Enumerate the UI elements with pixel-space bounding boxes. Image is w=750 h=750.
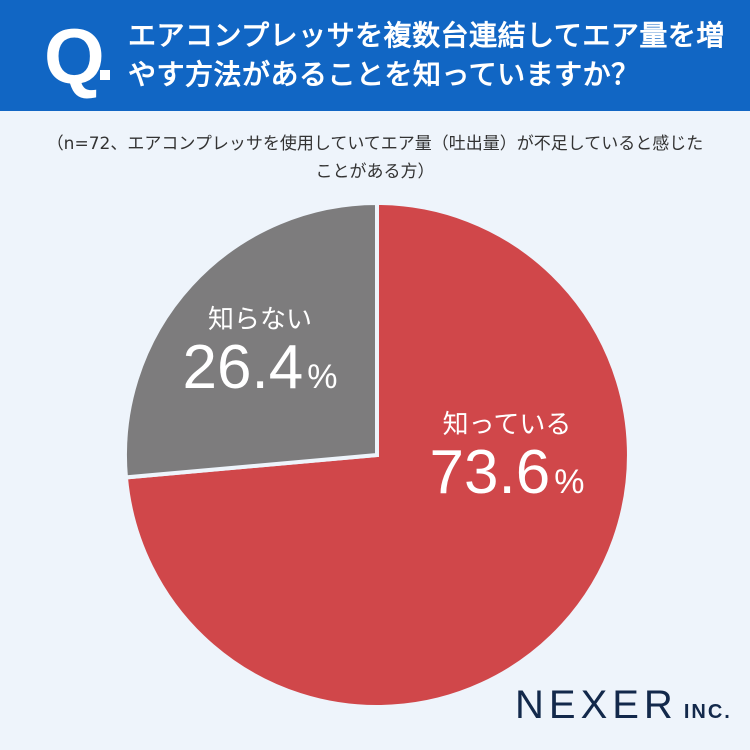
label-known-percent: 73.6%: [402, 440, 612, 515]
logo-suffix: INC.: [683, 701, 732, 723]
slice-unknown: [122, 200, 379, 480]
question-text: エアコンプレッサを複数台連結してエア量を増やす方法があることを知っていますか？: [128, 19, 725, 91]
nexer-logo: NEXER INC.: [515, 683, 732, 728]
q-mark: Q: [44, 12, 105, 100]
label-known-category: 知っている: [442, 410, 572, 440]
label-unknown-category: 知らない: [207, 305, 312, 335]
known-percent-sign: %: [554, 463, 585, 501]
sample-note: （n=72、エアコンプレッサを使用していてエア量（吐出量）が不足していると感じた…: [46, 134, 704, 182]
label-unknown-percent: 26.4%: [160, 335, 360, 410]
known-value: 73.6: [429, 438, 551, 507]
label-unknown: 知らない 26.4%: [160, 305, 360, 410]
unknown-value: 26.4: [182, 333, 304, 402]
q-dot: [100, 70, 110, 80]
logo-main: NEXER: [515, 683, 678, 727]
unknown-percent-sign: %: [307, 358, 338, 396]
label-known: 知っている 73.6%: [402, 410, 612, 515]
question-header: Q エアコンプレッサを複数台連結してエア量を増やす方法があることを知っていますか…: [0, 0, 750, 111]
